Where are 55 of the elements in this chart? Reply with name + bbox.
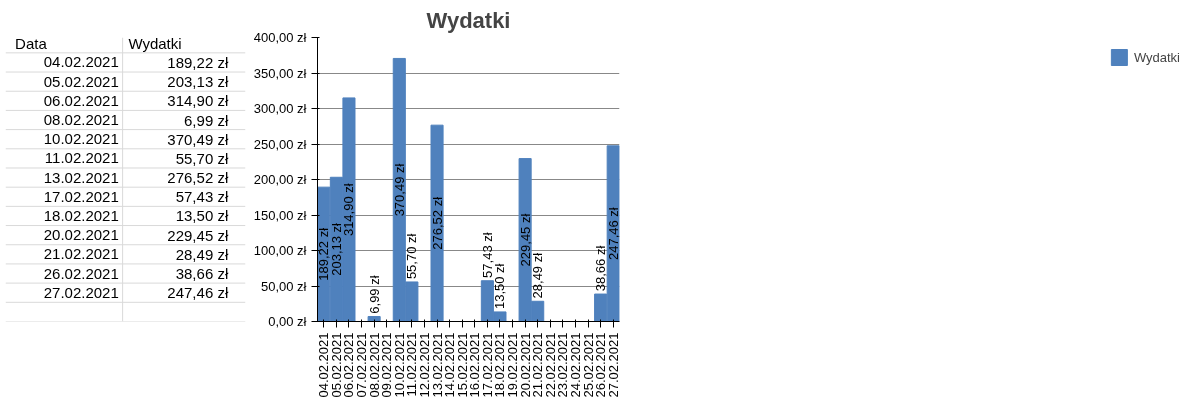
data-label: 28,49 zł: [530, 252, 546, 299]
data-label: 370,49 zł: [391, 163, 407, 217]
legend-label: Wydatki: [1133, 49, 1180, 65]
text: 08.02.2021: [43, 111, 119, 129]
data-label: 229,45 zł: [517, 213, 533, 267]
data-label: 276,52 zł: [429, 196, 445, 250]
y-tick-label: 150,00 zł: [253, 207, 307, 223]
data-label: 13,50 zł: [492, 263, 508, 310]
x-tick-label: 13.02.2021: [429, 332, 445, 398]
y-tick-label: 0,00 zł: [268, 314, 307, 329]
text: 247,46 zł: [167, 284, 229, 302]
y-tick-label: 250,00 zł: [253, 136, 307, 152]
text: 13,50 zł: [175, 207, 229, 225]
text: 05.02.2021: [43, 72, 119, 90]
bar: [430, 124, 444, 322]
chart-title: Wydatki: [426, 7, 511, 33]
text: 10.02.2021: [43, 130, 119, 148]
text: 57,43 zł: [175, 188, 229, 206]
text: 26.02.2021: [43, 264, 119, 282]
text: 20.02.2021: [43, 226, 119, 244]
x-tick-label: 18.02.2021: [492, 332, 508, 398]
text: 189,22 zł: [167, 53, 229, 71]
text: 06.02.2021: [43, 91, 119, 109]
text: 17.02.2021: [43, 187, 119, 205]
y-tick-label: 350,00 zł: [253, 65, 307, 81]
y-tick-label: 100,00 zł: [253, 243, 307, 258]
text: 229,45 zł: [167, 226, 229, 244]
y-tick-label: 300,00 zł: [253, 101, 307, 116]
y-tick-label: 50,00 zł: [260, 278, 307, 294]
data-label: 57,43 zł: [479, 232, 495, 278]
text: 11.02.2021: [44, 149, 119, 167]
y-tick-label: 400,00 zł: [253, 30, 307, 45]
text: 55,70 zł: [175, 149, 229, 167]
y-tick-label: 200,00 zł: [253, 172, 307, 187]
text: 370,49 zł: [167, 130, 229, 148]
bar: [367, 316, 381, 322]
data-label: 189,22 zł: [316, 227, 332, 281]
text: 203,13 zł: [167, 73, 229, 91]
data-label: 314,90 zł: [341, 183, 357, 237]
text: Wydatki: [128, 34, 182, 52]
x-tick-label: 25.02.2021: [580, 332, 596, 398]
text: 314,90 zł: [167, 92, 229, 110]
text: 18.02.2021: [43, 206, 119, 224]
text: 6,99 zł: [184, 111, 229, 129]
data-label: 6,99 zł: [366, 275, 382, 314]
text: 04.02.2021: [43, 53, 119, 71]
x-tick-label: 06.02.2021: [341, 332, 357, 398]
text: 13.02.2021: [43, 168, 119, 186]
data-label: 55,70 zł: [404, 233, 420, 280]
text: 276,52 zł: [167, 169, 229, 187]
text: 28,49 zł: [175, 245, 229, 263]
text: 38,66 zł: [175, 265, 229, 283]
text: 27.02.2021: [43, 283, 119, 301]
text: 21.02.2021: [43, 245, 119, 263]
text: Data: [15, 34, 48, 52]
